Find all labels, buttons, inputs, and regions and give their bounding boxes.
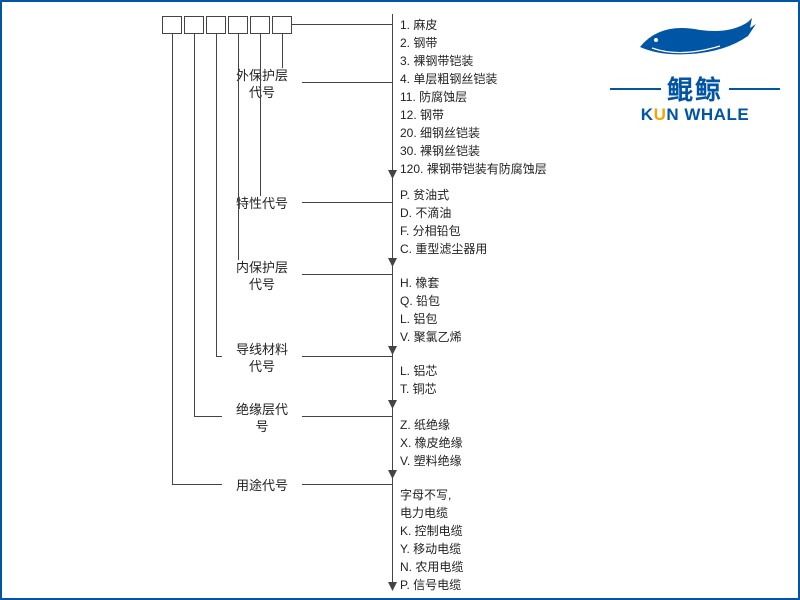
logo-rule bbox=[729, 88, 780, 90]
item-line: Y. 移动电缆 bbox=[400, 540, 463, 558]
item-line: 30. 裸钢丝铠装 bbox=[400, 142, 547, 160]
item-line: T. 铜芯 bbox=[400, 380, 437, 398]
item-line: V. 塑料绝缘 bbox=[400, 452, 463, 470]
code-box bbox=[272, 16, 292, 34]
section-label: 导线材料代号 bbox=[222, 342, 302, 376]
items-block: 字母不写,电力电缆K. 控制电缆Y. 移动电缆N. 农用电缆P. 信号电缆 bbox=[400, 486, 463, 594]
section-label-l1: 外保护层 bbox=[224, 68, 300, 85]
section-label-l1: 绝缘层代 bbox=[224, 402, 300, 419]
item-line: F. 分相铅包 bbox=[400, 222, 487, 240]
item-line: P. 信号电缆 bbox=[400, 576, 463, 594]
arrowhead-icon bbox=[388, 170, 397, 179]
section-label: 特性代号 bbox=[222, 196, 302, 213]
items-block: Z. 纸绝缘X. 橡皮绝缘V. 塑料绝缘 bbox=[400, 416, 463, 470]
item-line: N. 农用电缆 bbox=[400, 558, 463, 576]
section-label: 用途代号 bbox=[222, 478, 302, 495]
section-label-l2: 代号 bbox=[224, 85, 300, 102]
section-label: 外保护层代号 bbox=[222, 68, 302, 102]
item-line: P. 贫油式 bbox=[400, 186, 487, 204]
whale-icon bbox=[630, 12, 760, 67]
item-line: 字母不写, bbox=[400, 486, 463, 504]
code-box bbox=[184, 16, 204, 34]
top-hline bbox=[292, 24, 392, 25]
item-line: X. 橡皮绝缘 bbox=[400, 434, 463, 452]
section-label-l2: 代号 bbox=[224, 277, 300, 294]
section-label: 绝缘层代号 bbox=[222, 402, 302, 436]
item-line: 20. 细钢丝铠装 bbox=[400, 124, 547, 142]
code-boxes bbox=[162, 16, 294, 34]
item-line: C. 重型滤尘器用 bbox=[400, 240, 487, 258]
item-line: Q. 铅包 bbox=[400, 292, 462, 310]
section-label: 内保护层代号 bbox=[222, 260, 302, 294]
item-line: 3. 裸钢带铠装 bbox=[400, 52, 547, 70]
section-label-l1: 内保护层 bbox=[224, 260, 300, 277]
item-line: 2. 钢带 bbox=[400, 34, 547, 52]
logo-en-text: KUN WHALE bbox=[610, 105, 780, 125]
arrowhead-icon bbox=[388, 400, 397, 409]
section-label-l1: 用途代号 bbox=[224, 478, 300, 495]
logo-cn-text: 鲲鲸 bbox=[667, 70, 723, 107]
section-label-l2: 代号 bbox=[224, 359, 300, 376]
item-line: L. 铝芯 bbox=[400, 362, 437, 380]
section-label-l1: 导线材料 bbox=[224, 342, 300, 359]
main-axis-line bbox=[392, 14, 393, 586]
item-line: Z. 纸绝缘 bbox=[400, 416, 463, 434]
code-box bbox=[162, 16, 182, 34]
item-line: L. 铝包 bbox=[400, 310, 462, 328]
connector-vline bbox=[172, 34, 173, 484]
item-line: D. 不滴油 bbox=[400, 204, 487, 222]
item-line: 12. 钢带 bbox=[400, 106, 547, 124]
code-box bbox=[206, 16, 226, 34]
item-line: 120. 裸钢带铠装有防腐蚀层 bbox=[400, 160, 547, 178]
brand-logo: 鲲鲸 KUN WHALE bbox=[610, 12, 780, 125]
connector-vline bbox=[260, 34, 261, 202]
code-box bbox=[250, 16, 270, 34]
items-block: H. 橡套Q. 铅包L. 铝包V. 聚氯乙烯 bbox=[400, 274, 462, 346]
section-label-l1: 特性代号 bbox=[224, 196, 300, 213]
items-block: L. 铝芯T. 铜芯 bbox=[400, 362, 437, 398]
arrowhead-icon bbox=[388, 258, 397, 267]
item-line: 11. 防腐蚀层 bbox=[400, 88, 547, 106]
arrowhead-icon bbox=[388, 346, 397, 355]
item-line: V. 聚氯乙烯 bbox=[400, 328, 462, 346]
arrowhead-icon bbox=[388, 582, 397, 591]
code-box bbox=[228, 16, 248, 34]
connector-vline bbox=[238, 34, 239, 274]
item-line: 1. 麻皮 bbox=[400, 16, 547, 34]
section-label-l2: 号 bbox=[224, 419, 300, 436]
arrowhead-icon bbox=[388, 470, 397, 479]
items-block: 1. 麻皮2. 钢带3. 裸钢带铠装4. 单层粗钢丝铠装11. 防腐蚀层12. … bbox=[400, 16, 547, 178]
logo-rule bbox=[610, 88, 661, 90]
item-line: H. 橡套 bbox=[400, 274, 462, 292]
item-line: K. 控制电缆 bbox=[400, 522, 463, 540]
items-block: P. 贫油式D. 不滴油F. 分相铅包C. 重型滤尘器用 bbox=[400, 186, 487, 258]
connector-vline bbox=[216, 34, 217, 356]
item-line: 4. 单层粗钢丝铠装 bbox=[400, 70, 547, 88]
connector-vline bbox=[194, 34, 195, 416]
item-line: 电力电缆 bbox=[400, 504, 463, 522]
